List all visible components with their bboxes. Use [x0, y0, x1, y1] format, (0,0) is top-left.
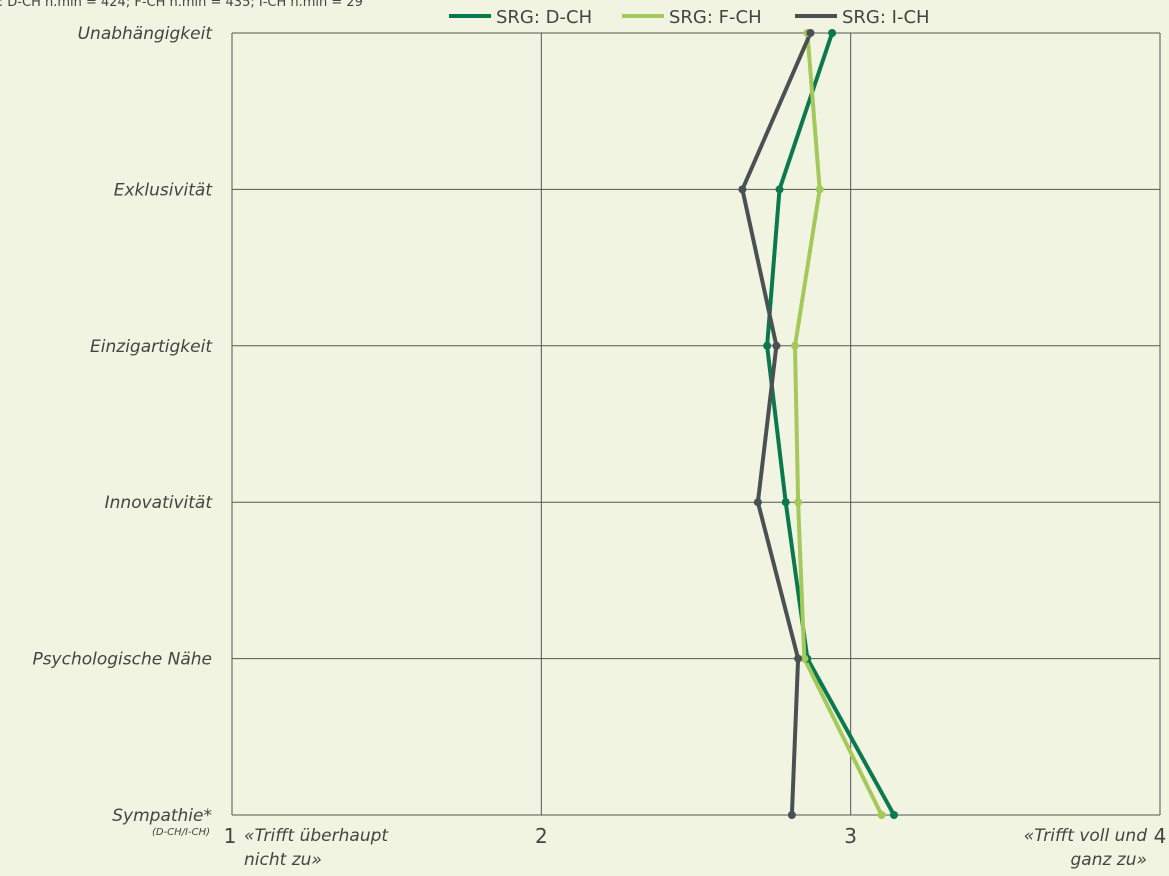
category-note: (D-CH/I-CH) — [152, 827, 210, 838]
series-line — [740, 32, 813, 816]
category-label: Psychologische Nähe — [32, 650, 212, 670]
category-label: Exklusivität — [114, 180, 214, 200]
data-point — [787, 811, 796, 819]
series-line — [793, 32, 884, 816]
x-anchor-right-label: ganz zu» — [1071, 850, 1148, 870]
category-label: Unabhängigkeit — [78, 24, 214, 44]
data-point — [877, 811, 886, 819]
data-point — [815, 185, 824, 194]
x-anchor-left-label: «Trifft überhaupt — [244, 826, 389, 846]
header-note: s: D-CH n.min = 424; F-CH n.min = 435; I… — [0, 0, 363, 10]
series-lines — [738, 29, 898, 819]
grid — [231, 32, 1161, 816]
legend-label: SRG: I-CH — [842, 7, 930, 28]
category-label: Innovativität — [105, 493, 214, 513]
category-label: Einzigartigkeit — [90, 337, 213, 357]
data-point — [772, 341, 781, 350]
x-tick-labels: 1 2 3 4 — [224, 824, 1167, 848]
legend-label: SRG: F-CH — [669, 7, 762, 28]
data-point — [889, 811, 898, 819]
data-point — [794, 654, 803, 663]
data-point — [800, 654, 809, 663]
data-point — [828, 29, 837, 37]
legend: SRG: D-CH SRG: F-CH SRG: I-CH — [449, 7, 930, 28]
category-label: Sympathie* — [112, 806, 212, 826]
x-anchor-left-label: nicht zu» — [244, 850, 322, 870]
x-tick-label: 2 — [535, 824, 548, 848]
data-point — [753, 498, 762, 507]
data-point — [775, 185, 784, 194]
data-point — [794, 498, 803, 507]
x-anchor-right-label: «Trifft voll und — [1024, 826, 1147, 846]
category-labels: Unabhängigkeit Exklusivität Einzigartigkei… — [32, 24, 213, 838]
data-point — [806, 29, 815, 37]
x-tick-label: 1 — [224, 824, 237, 848]
x-tick-label: 4 — [1154, 824, 1167, 848]
legend-label: SRG: D-CH — [496, 7, 592, 28]
data-point — [763, 341, 772, 350]
series-line — [765, 32, 896, 816]
data-point — [790, 341, 799, 350]
data-point — [781, 498, 790, 507]
data-point — [738, 185, 747, 194]
x-anchor-labels: «Trifft überhaupt nicht zu» «Trifft voll u… — [244, 826, 1147, 870]
x-tick-label: 3 — [844, 824, 857, 848]
